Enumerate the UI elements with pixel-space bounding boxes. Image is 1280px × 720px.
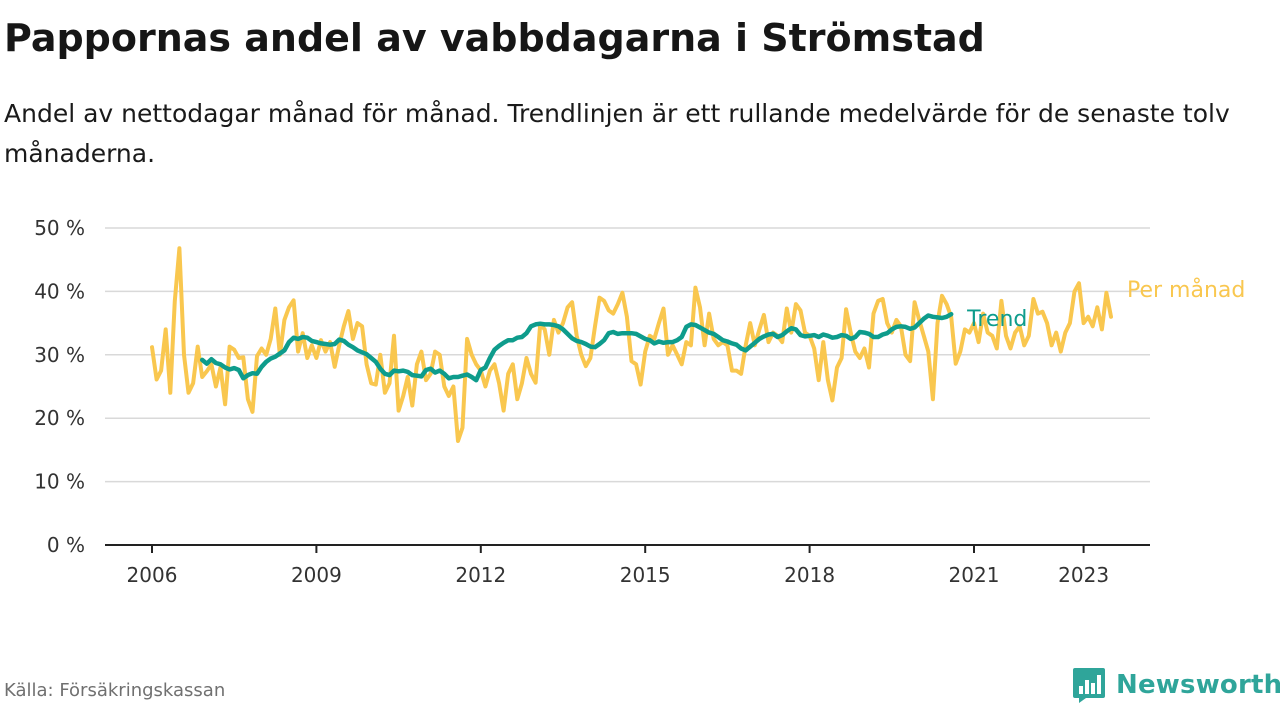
x-tick-label: 2015 xyxy=(620,563,671,587)
y-tick-label: 20 % xyxy=(34,406,85,430)
series-label-per-month: Per månad xyxy=(1127,277,1245,303)
series-lines xyxy=(150,246,1113,443)
x-tick-label: 2023 xyxy=(1058,563,1109,587)
y-axis: 0 % 10 % 20 % 30 % 40 % 50 % xyxy=(34,216,85,557)
line-chart: 0 % 10 % 20 % 30 % 40 % 50 % 2006 2009 2012 2015… xyxy=(34,216,1245,587)
x-tick-label: 2012 xyxy=(455,563,506,587)
y-tick-label: 30 % xyxy=(34,343,85,367)
newsworthy-logo: Newsworthy xyxy=(1072,666,1280,704)
chart-subtitle: Andel av nettodagar månad för månad. Tre… xyxy=(4,99,1230,168)
y-tick-label: 40 % xyxy=(34,279,85,303)
y-tick-label: 50 % xyxy=(34,216,85,240)
series-line-per-month xyxy=(150,246,1113,443)
x-tick-label: 2009 xyxy=(291,563,342,587)
series-label-trend: Trend xyxy=(966,307,1027,332)
y-tick-label: 0 % xyxy=(47,533,85,557)
x-axis: 2006 2009 2012 2015 2018 2021 2023 xyxy=(105,544,1150,587)
x-tick-label: 2006 xyxy=(127,563,178,587)
chart-title: Pappornas andel av vabbdagarna i Strömst… xyxy=(4,16,985,60)
source-note: Källa: Försäkringskassan xyxy=(4,680,226,701)
series-labels: Per månad Trend xyxy=(966,277,1245,332)
x-tick-label: 2018 xyxy=(784,563,835,587)
y-tick-label: 10 % xyxy=(34,470,85,494)
brand-name: Newsworthy xyxy=(1116,670,1280,700)
x-tick-label: 2021 xyxy=(949,563,1000,587)
series-line-trend xyxy=(199,311,954,383)
grid-lines xyxy=(105,227,1150,483)
newsworthy-logo-icon xyxy=(1073,668,1105,703)
